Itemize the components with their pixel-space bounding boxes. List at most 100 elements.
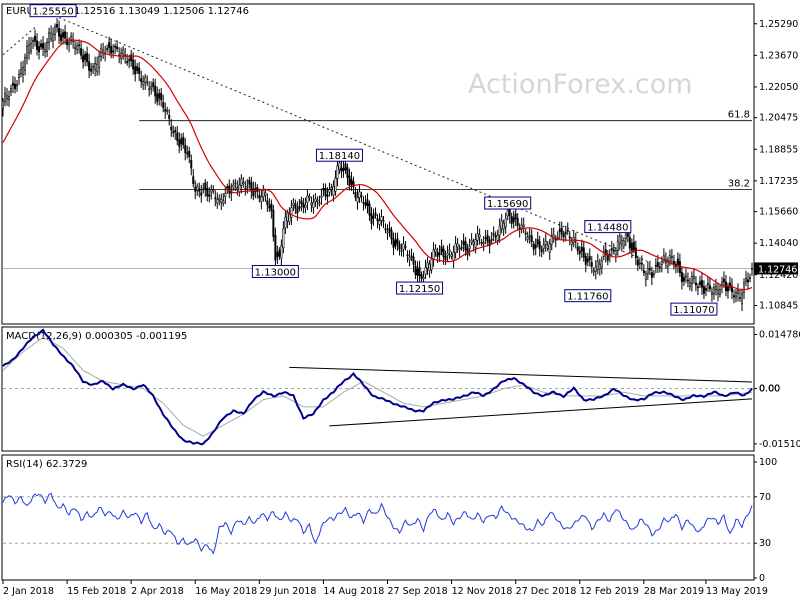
candle-body: [224, 193, 227, 197]
candle-body: [700, 280, 703, 288]
candle-body: [50, 32, 53, 40]
candle-body: [54, 26, 57, 35]
candle-body: [550, 235, 553, 245]
candle-body: [84, 54, 87, 60]
candle-body: [630, 242, 633, 251]
candle-body: [474, 239, 477, 248]
candle-body: [182, 136, 185, 146]
date-axis-label: 14 Aug 2018: [323, 586, 384, 597]
candle-body: [32, 40, 35, 42]
candle-body: [692, 276, 695, 279]
candle-body: [154, 85, 157, 97]
rsi-pane-frame: [1, 454, 755, 581]
candle-body: [620, 240, 623, 245]
candle-body: [412, 256, 415, 265]
candle-body: [510, 215, 513, 224]
candle-body: [116, 46, 119, 49]
candle-body: [48, 32, 51, 43]
candle-body: [214, 197, 217, 200]
candle-body: [352, 181, 355, 188]
price-annotation-box: [315, 148, 363, 162]
candle-body: [634, 247, 637, 259]
candle-body: [164, 109, 167, 112]
candle-body: [538, 241, 541, 250]
candle-body: [346, 167, 349, 178]
candle-body: [576, 246, 579, 252]
candle-body: [192, 176, 195, 185]
fib-level-label: 61.8: [728, 110, 750, 121]
candle-body: [446, 252, 449, 256]
price-axis-label: 1.25290: [759, 19, 798, 30]
candle-body: [362, 201, 365, 204]
candle-body: [546, 245, 549, 249]
candle-body: [326, 194, 329, 198]
candle-body: [410, 255, 413, 258]
candle-body: [286, 212, 289, 222]
candle-body: [4, 93, 7, 103]
candle-body: [420, 274, 423, 279]
candle-body: [614, 250, 617, 256]
candle-body: [564, 231, 567, 234]
candle-body: [168, 115, 171, 119]
candle-body: [34, 35, 37, 42]
candle-body: [544, 240, 547, 245]
candle-body: [356, 196, 359, 203]
candle-body: [108, 42, 111, 48]
price-annotation-label: 1.12150: [399, 284, 440, 295]
candle-body: [366, 199, 369, 207]
candle-body: [456, 243, 459, 248]
price-annotation-label: 1.15690: [487, 199, 528, 210]
candle-body: [622, 240, 625, 247]
candle-body: [284, 216, 287, 229]
candle-body: [316, 199, 319, 202]
candle-body: [262, 190, 265, 198]
candle-body: [566, 230, 569, 232]
candle-body: [184, 145, 187, 153]
candle-body: [358, 191, 361, 199]
candle-body: [556, 236, 559, 239]
candle-body: [132, 59, 135, 70]
candle-body: [434, 248, 437, 253]
candle-body: [542, 244, 545, 249]
candle-body: [502, 222, 505, 230]
candle-body: [218, 198, 221, 201]
candle-body: [42, 43, 45, 49]
candle-body: [306, 195, 309, 203]
candle-body: [110, 46, 113, 54]
candle-body: [382, 220, 385, 222]
candle-body: [472, 241, 475, 245]
macd-last-value: 0.00: [759, 384, 780, 395]
candle-body: [508, 208, 511, 217]
candle-body: [26, 45, 29, 59]
candle-body: [8, 96, 11, 101]
candle-body: [656, 262, 659, 267]
candle-body: [688, 282, 691, 287]
candle-body: [702, 286, 705, 294]
candle-body: [68, 42, 71, 45]
rsi-axis-label: 70: [759, 492, 771, 503]
candle-body: [332, 185, 335, 196]
candle-body: [142, 81, 145, 86]
candle-body: [98, 55, 101, 68]
candle-body: [148, 88, 151, 91]
candle-body: [28, 44, 31, 53]
candle-body: [18, 74, 21, 78]
candle-body: [750, 267, 753, 270]
candle-body: [666, 260, 669, 267]
candle-body: [82, 55, 85, 63]
candle-body: [730, 285, 733, 293]
price-pane-frame: [1, 3, 755, 325]
candle-body: [466, 248, 469, 255]
candle-body: [436, 252, 439, 257]
candle-body: [274, 235, 277, 261]
price-annotation-box: [584, 220, 632, 234]
candle-body: [396, 238, 399, 244]
price-axis-label: 1.15660: [759, 207, 798, 218]
candle-body: [560, 227, 563, 235]
candle-body: [624, 234, 627, 239]
candle-body: [646, 268, 649, 274]
candle-body: [248, 180, 251, 185]
candle-body: [626, 233, 629, 237]
candle-body: [198, 188, 201, 192]
candle-body: [238, 184, 241, 193]
